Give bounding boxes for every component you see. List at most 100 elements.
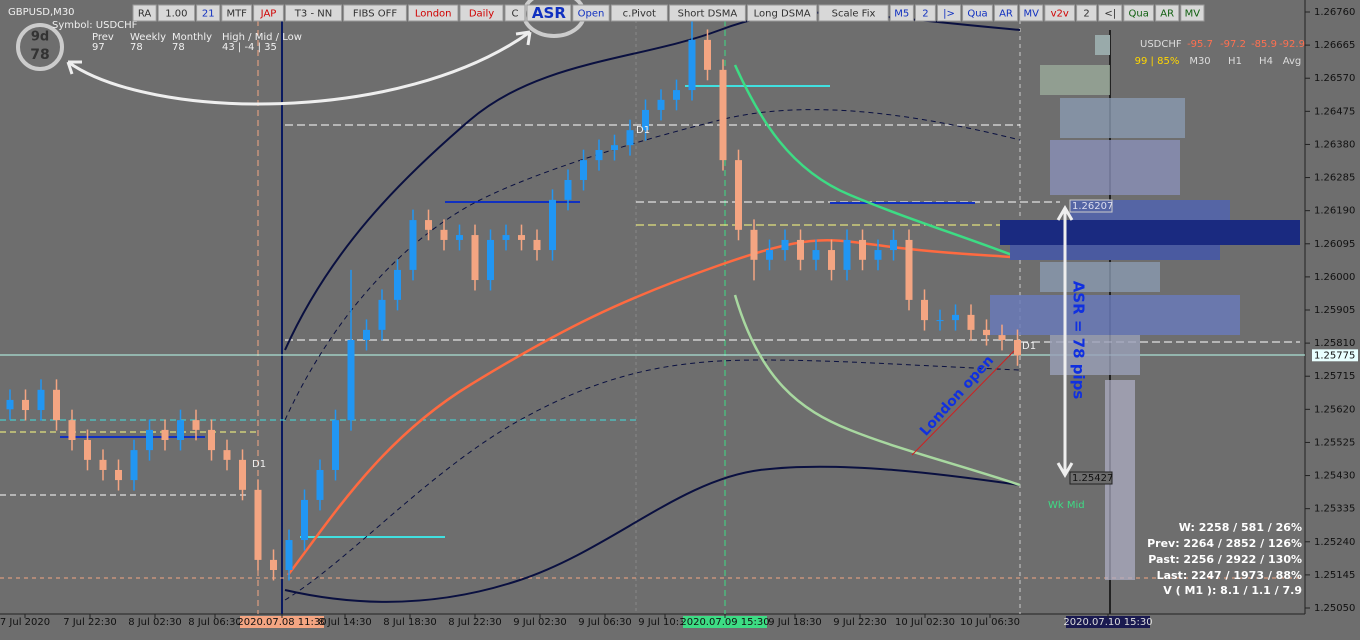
toolbar-button[interactable] [746, 4, 818, 22]
x-tick-label: 2020.07.10 15:30 [1063, 617, 1152, 628]
candle-body [564, 179, 572, 200]
toolbar-button[interactable] [936, 4, 962, 22]
toolbar-button-label[interactable]: Long DSMA [754, 9, 811, 20]
toolbar-button-label[interactable]: v2v [1051, 9, 1069, 20]
asr-bottom: 1.25427 [1072, 473, 1113, 484]
range-value: 97 [92, 42, 105, 53]
d1-label: D1 [636, 125, 650, 136]
toolbar-button[interactable] [1044, 4, 1076, 22]
candle-body [657, 99, 665, 110]
toolbar-button-label[interactable]: London [415, 9, 452, 20]
candle-body [518, 235, 525, 240]
toolbar-button[interactable] [610, 4, 668, 22]
toolbar-button-label[interactable]: 2 [1083, 9, 1089, 20]
range-header: Monthly [172, 32, 212, 43]
candle-body [301, 499, 308, 541]
candle-body [471, 235, 479, 281]
week-mid: Wk Mid [1048, 500, 1085, 511]
x-tick-label: 2020.07.09 15:30 [680, 617, 769, 628]
x-tick-label: 8 Jul 14:30 [318, 617, 372, 628]
candle-body [53, 389, 60, 421]
toolbar-button-label[interactable]: |> [943, 9, 955, 20]
toolbar-button[interactable] [157, 4, 196, 22]
candle-body [146, 429, 153, 451]
toolbar-button[interactable] [221, 4, 253, 22]
candle-body [750, 229, 758, 260]
band-inner [284, 109, 1021, 421]
candle-body [316, 469, 324, 500]
symbol: GBPUSD,M30 [8, 7, 75, 18]
toolbar-button-label[interactable]: AR [1160, 9, 1174, 20]
toolbar-button[interactable] [1098, 4, 1123, 22]
toolbar-button[interactable] [253, 4, 284, 22]
d1-label: D1 [1022, 341, 1036, 352]
toolbar-button-label[interactable]: Open [578, 9, 605, 20]
toolbar-button-label[interactable]: Qua [967, 9, 987, 20]
strength-value: -97.2 [1220, 39, 1246, 50]
toolbar-button[interactable] [993, 4, 1019, 22]
asr-top: 1.26207 [1072, 201, 1113, 212]
candle-body [626, 130, 634, 146]
toolbar-button[interactable] [962, 4, 993, 22]
candles [6, 18, 1021, 581]
toolbar-button-label[interactable]: ASR [532, 4, 566, 22]
moving-average [287, 239, 1021, 576]
candle-body [6, 399, 14, 410]
candle-body [223, 450, 231, 460]
toolbar-button-label[interactable]: Daily [469, 9, 494, 20]
toolbar-button[interactable] [572, 4, 610, 22]
toolbar-button-label[interactable]: FIBS OFF [353, 9, 398, 20]
stat: Past: 2256 / 2922 / 130% [1148, 553, 1302, 566]
toolbar-button[interactable] [818, 4, 889, 22]
toolbar-button[interactable] [1076, 4, 1098, 22]
toolbar-button-label[interactable]: Qua [1129, 9, 1149, 20]
toolbar-button[interactable] [459, 4, 504, 22]
toolbar-button-label[interactable]: MV [1023, 9, 1039, 20]
x-tick-label: 9 Jul 02:30 [513, 617, 567, 628]
toolbar-button-label[interactable]: AR [999, 9, 1013, 20]
candle-body [580, 160, 587, 180]
current-price-box [1312, 349, 1358, 362]
toolbar-button-label[interactable]: Short DSMA [678, 9, 738, 20]
toolbar-button[interactable] [914, 4, 936, 22]
candle-body [115, 469, 122, 481]
candle-body [611, 145, 618, 151]
toolbar-button-label[interactable]: M5 [894, 9, 909, 20]
candle-body [161, 429, 169, 441]
toolbar-button-label[interactable]: 21 [202, 9, 215, 20]
strength-column: H1 [1228, 56, 1242, 67]
toolbar-button-label[interactable]: MTF [226, 9, 247, 20]
toolbar-button[interactable] [284, 4, 343, 22]
candle-body [688, 39, 696, 91]
toolbar-button[interactable] [196, 4, 221, 22]
toolbar-button[interactable] [1155, 4, 1180, 22]
candle-body [719, 69, 727, 161]
toolbar-button-label[interactable]: Scale Fix [832, 9, 876, 20]
toolbar-button-label[interactable]: c.Pivot [623, 9, 656, 20]
toolbar-button-label[interactable]: <| [1104, 9, 1116, 20]
x-tick-label: 10 Jul 02:30 [895, 617, 955, 628]
toolbar-button[interactable] [1019, 4, 1044, 22]
toolbar-button-label[interactable]: MV [1185, 9, 1201, 20]
toolbar-button[interactable] [132, 4, 157, 22]
y-tick-label: 1.25145 [1314, 570, 1355, 581]
toolbar-button-label[interactable]: JAP [260, 9, 277, 20]
toolbar-button-label[interactable]: T3 - NN [294, 9, 332, 20]
toolbar-button[interactable] [504, 4, 526, 22]
candle-body [874, 250, 882, 260]
candle-body [254, 489, 262, 560]
strength-column: H4 [1259, 56, 1273, 67]
toolbar-button[interactable] [1180, 4, 1205, 22]
toolbar-button[interactable] [407, 4, 459, 22]
toolbar-button-label[interactable]: 1.00 [165, 9, 187, 20]
toolbar-button-label[interactable]: C [512, 9, 519, 20]
toolbar-button[interactable] [889, 4, 914, 22]
candle-body [533, 239, 541, 251]
toolbar-button[interactable] [668, 4, 746, 22]
toolbar-button-label[interactable]: RA [138, 9, 152, 20]
toolbar-button[interactable] [1123, 4, 1155, 22]
toolbar-button[interactable] [343, 4, 407, 22]
toolbar-button[interactable] [526, 4, 572, 22]
toolbar-button-label[interactable]: 2 [922, 9, 928, 20]
